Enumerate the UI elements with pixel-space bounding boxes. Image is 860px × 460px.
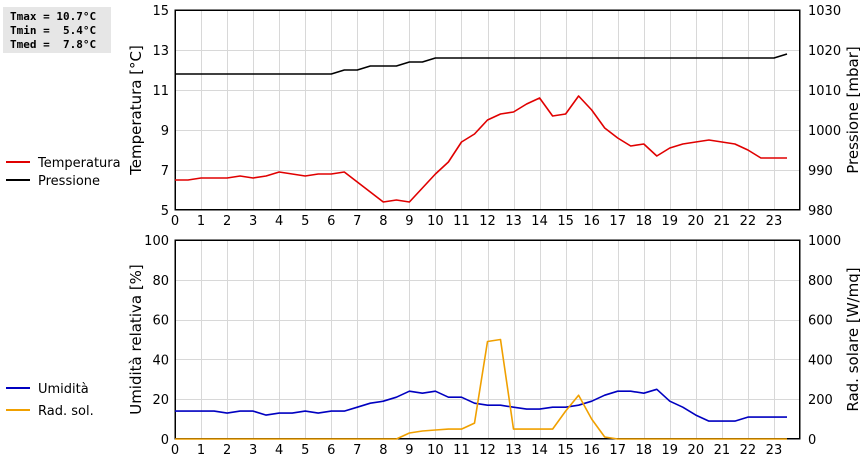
y-left-tick-label: 13 [152, 44, 169, 59]
x-tick-label: 22 [740, 443, 757, 458]
x-tick-label: 14 [531, 214, 548, 229]
y-right-tick-label: 980 [808, 204, 833, 219]
x-tick-label: 10 [427, 443, 444, 458]
x-tick-label: 0 [171, 443, 179, 458]
x-tick-label: 18 [635, 214, 652, 229]
chart-panel-2: 0 1 2 3 4 5 6 7 8 9 10 11 12 13 14 15 16 17 18 19 20 21 22 2302… [6, 234, 860, 458]
plot-border [175, 10, 800, 210]
y-left-tick-label: 80 [152, 274, 169, 289]
x-tick-label: 3 [249, 214, 257, 229]
y-left-axis-title: Temperatura [°C] [127, 45, 145, 176]
tmin-text: Tmin = 5.4°C [10, 24, 97, 37]
plot-border [175, 240, 800, 439]
x-tick-label: 1 [197, 443, 205, 458]
y-left-tick-label: 100 [144, 234, 169, 249]
x-tick-label: 13 [505, 214, 522, 229]
x-tick-label: 6 [327, 214, 335, 229]
x-tick-label: 18 [635, 443, 652, 458]
y-left-tick-label: 11 [152, 84, 169, 99]
x-tick-label: 4 [275, 443, 283, 458]
x-tick-label: 11 [453, 214, 470, 229]
y-right-axis-title: Rad. solare [W/mq] [844, 267, 860, 411]
series-line-pressione [175, 53, 788, 75]
y-right-tick-label: 600 [808, 314, 833, 329]
x-tick-label: 6 [327, 443, 335, 458]
chart-panel-1: 0 1 2 3 4 5 6 7 8 9 10 11 12 13 14 15 16 17 18 19 20 21 22 2357… [6, 4, 860, 229]
legend-label: Rad. sol. [38, 404, 94, 419]
x-tick-label: 0 [171, 214, 179, 229]
x-tick-label: 19 [662, 214, 679, 229]
x-tick-label: 7 [353, 443, 361, 458]
x-tick-label: 9 [405, 443, 413, 458]
y-right-tick-label: 200 [808, 393, 833, 408]
x-tick-label: 13 [505, 443, 522, 458]
y-left-tick-label: 15 [152, 4, 169, 19]
y-right-tick-label: 400 [808, 353, 833, 368]
x-tick-label: 21 [714, 214, 731, 229]
y-right-tick-label: 990 [808, 164, 833, 179]
y-right-tick-label: 1000 [808, 234, 841, 249]
x-tick-label: 3 [249, 443, 257, 458]
y-right-tick-label: 1030 [808, 4, 841, 19]
y-right-tick-label: 1020 [808, 44, 841, 59]
x-tick-label: 1 [197, 214, 205, 229]
y-left-axis-title: Umidità relativa [%] [127, 264, 145, 415]
y-left-tick-label: 9 [161, 124, 169, 139]
legend-label: Temperatura [37, 156, 121, 171]
tmed-text: Tmed = 7.8°C [10, 38, 97, 51]
y-right-axis-title: Pressione [mbar] [844, 46, 860, 174]
x-tick-label: 19 [662, 443, 679, 458]
plot-frame [174, 9, 801, 211]
x-tick-label: 8 [379, 443, 387, 458]
plot-frame [174, 239, 801, 440]
x-tick-label: 8 [379, 214, 387, 229]
x-tick-label: 20 [688, 214, 705, 229]
legend-label: Pressione [38, 174, 100, 189]
series-line-umidit- [175, 388, 787, 422]
x-tick-label: 7 [353, 214, 361, 229]
y-right-tick-label: 800 [808, 274, 833, 289]
y-left-tick-label: 60 [152, 314, 169, 329]
stats-box: Tmax = 10.7°C Tmin = 5.4°C Tmed = 7.8°C [3, 7, 111, 53]
series-line-temperatura [175, 95, 787, 203]
y-left-tick-label: 20 [152, 393, 169, 408]
x-tick-label: 20 [688, 443, 705, 458]
x-tick-label: 9 [405, 214, 413, 229]
x-tick-label: 15 [557, 443, 574, 458]
y-right-tick-label: 1010 [808, 84, 841, 99]
x-tick-label: 2 [223, 214, 231, 229]
x-tick-label: 17 [609, 443, 626, 458]
tmax-text: Tmax = 10.7°C [10, 10, 97, 23]
x-tick-label: 5 [301, 214, 309, 229]
y-right-tick-label: 0 [808, 433, 816, 448]
series-line-rad-sol- [175, 338, 787, 440]
y-left-tick-label: 5 [161, 204, 169, 219]
y-left-tick-label: 0 [161, 433, 169, 448]
x-tick-label: 11 [453, 443, 470, 458]
y-left-tick-label: 7 [161, 164, 169, 179]
x-tick-label: 22 [740, 214, 757, 229]
x-tick-label: 12 [479, 214, 496, 229]
y-left-tick-label: 40 [152, 353, 169, 368]
x-tick-label: 23 [766, 443, 783, 458]
x-tick-label: 16 [583, 214, 600, 229]
x-tick-label: 4 [275, 214, 283, 229]
x-tick-label: 21 [714, 443, 731, 458]
x-tick-label: 15 [557, 214, 574, 229]
x-tick-label: 10 [427, 214, 444, 229]
x-tick-label: 14 [531, 443, 548, 458]
x-tick-label: 17 [609, 214, 626, 229]
x-tick-label: 5 [301, 443, 309, 458]
x-tick-label: 23 [766, 214, 783, 229]
y-right-tick-label: 1000 [808, 124, 841, 139]
x-tick-label: 12 [479, 443, 496, 458]
x-tick-label: 16 [583, 443, 600, 458]
legend-label: Umidità [38, 382, 89, 397]
x-tick-label: 2 [223, 443, 231, 458]
